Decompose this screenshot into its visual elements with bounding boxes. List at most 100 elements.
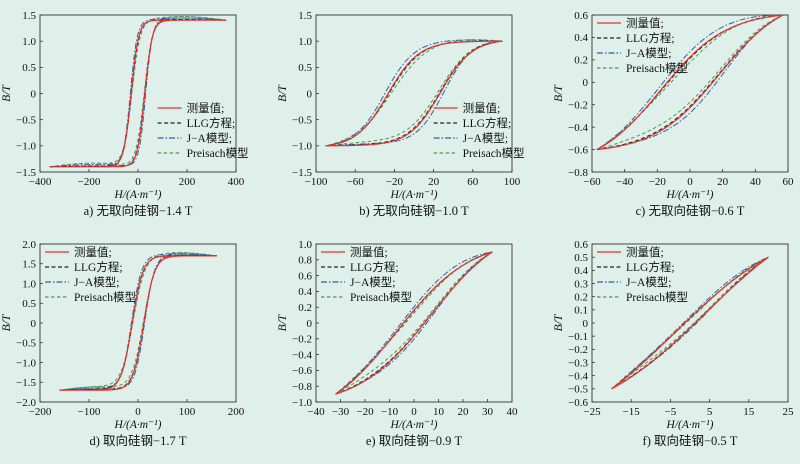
y-axis-label: B/T	[553, 313, 565, 331]
plot-frame	[591, 243, 789, 403]
series-line-measured	[49, 19, 227, 168]
legend-label: LLG方程;	[74, 260, 123, 274]
plot-frame	[315, 243, 513, 403]
legend-label: J−A模型;	[626, 46, 671, 60]
y-tick-label: 0.6	[298, 270, 312, 282]
chart-panel-a: −400 −200 0 200 400 −1.5 −1.0 −0.5 0 0.5 1.0 1.5 H/(…	[1, 10, 249, 218]
y-tick-label: −0.1	[568, 331, 588, 343]
x-tick-label: 15	[743, 406, 755, 418]
y-tick-label: 0.4	[574, 265, 588, 277]
y-tick-label: −0.6	[568, 397, 588, 409]
legend: 测量值;LLG方程;J−A模型;Preisach模型	[597, 246, 688, 304]
x-tick-label: −25	[583, 406, 601, 418]
x-tick-label: −20	[649, 176, 667, 188]
x-tick-label: −200	[29, 406, 52, 418]
x-tick-label: 200	[228, 406, 245, 418]
legend-label: LLG方程;	[350, 260, 399, 274]
y-tick-label: 1.5	[22, 10, 36, 22]
x-axis-label: H/(A·m⁻¹)	[114, 189, 162, 201]
chart-panel-f: −25 −15 −5 5 15 25−0.6−0.5−0.4−0.3−0.2−0.100.…	[553, 239, 794, 448]
y-tick-label: −2.0	[16, 397, 36, 409]
y-tick-label: 1.0	[22, 36, 36, 48]
y-tick-label: −0.5	[568, 384, 588, 396]
y-tick-label: 2.0	[22, 239, 36, 251]
y-tick-label: −1.0	[16, 141, 36, 153]
x-axis-label: H/(A·m⁻¹)	[390, 419, 438, 431]
legend-label: LLG方程;	[463, 116, 512, 130]
y-axis-label: B/T	[1, 84, 13, 102]
loop-group	[611, 256, 769, 390]
legend-label: Preisach模型	[350, 290, 412, 304]
y-tick-label: −0.4	[568, 370, 588, 382]
legend-label: 测量值;	[350, 246, 388, 259]
y-tick-label: −1.5	[292, 167, 312, 179]
panel-caption: a) 无取向硅钢−1.4 T	[84, 203, 193, 218]
legend: 测量值;LLG方程;J−A模型;Preisach模型	[321, 246, 412, 304]
plot-frame	[591, 14, 789, 173]
y-tick-label: 1.5	[298, 10, 312, 22]
series-line-ja	[59, 253, 217, 391]
y-axis-label: B/T	[277, 84, 289, 102]
series-line-measured	[335, 251, 493, 395]
legend-label: 测量值;	[74, 246, 112, 259]
x-tick-label: 60	[783, 176, 795, 188]
loop-group	[596, 15, 784, 151]
y-tick-label: −1.5	[16, 167, 36, 179]
y-tick-label: −0.2	[292, 334, 312, 346]
series-line-measured	[596, 15, 784, 151]
y-tick-label: 0.5	[298, 62, 312, 74]
legend-label: Preisach模型	[626, 61, 688, 75]
legend-label: Preisach模型	[187, 146, 249, 160]
y-tick-label: 1.0	[298, 239, 312, 251]
x-tick-label: 40	[750, 176, 762, 188]
y-tick-label: 0.2	[574, 55, 588, 67]
x-tick-label: −40	[307, 406, 325, 418]
x-tick-label: 20	[458, 406, 470, 418]
x-tick-label: −20	[356, 406, 374, 418]
x-tick-label: 40	[507, 406, 519, 418]
x-axis-label: H/(A·m⁻¹)	[666, 419, 714, 431]
panel-caption: e) 取向硅钢−0.9 T	[366, 433, 463, 448]
legend: 测量值;LLG方程;J−A模型;Preisach模型	[157, 102, 249, 160]
legend: 测量值;LLG方程;J−A模型;Preisach模型	[45, 246, 136, 304]
y-tick-label: −1.0	[16, 357, 36, 369]
x-tick-label: 400	[228, 176, 245, 188]
x-axis-label: H/(A·m⁻¹)	[390, 189, 438, 201]
y-tick-label: 0.8	[298, 255, 312, 267]
x-tick-label: −100	[305, 176, 328, 188]
plot-frame	[39, 243, 237, 403]
legend-label: LLG方程;	[187, 116, 236, 130]
y-tick-label: −0.5	[16, 114, 36, 126]
panel-caption: c) 无取向硅钢−0.6 T	[636, 203, 745, 218]
y-tick-label: 0.6	[574, 239, 588, 251]
y-tick-label: −0.8	[568, 167, 588, 179]
y-tick-label: 0.1	[574, 305, 588, 317]
series-line-llg	[59, 254, 217, 391]
series-line-measured	[59, 255, 217, 391]
y-tick-label: −1.0	[292, 397, 312, 409]
loop-group	[49, 16, 227, 168]
x-tick-label: 25	[783, 406, 795, 418]
x-tick-label: 20	[717, 176, 729, 188]
series-line-llg	[325, 40, 503, 147]
series-line-preisach	[596, 15, 784, 151]
panel-caption: b) 无取向硅钢−1.0 T	[359, 203, 469, 218]
legend-label: 测量值;	[187, 102, 225, 115]
x-tick-label: −60	[583, 176, 601, 188]
x-tick-label: 30	[482, 406, 494, 418]
y-tick-label: 0	[31, 318, 37, 330]
x-tick-label: −400	[29, 176, 52, 188]
series-line-llg	[596, 15, 784, 151]
legend-label: J−A模型;	[463, 131, 508, 145]
x-tick-label: −20	[386, 176, 404, 188]
y-tick-label: 0.2	[574, 291, 588, 303]
legend-label: LLG方程;	[626, 31, 675, 45]
x-tick-label: −15	[623, 406, 641, 418]
legend-label: J−A模型;	[626, 275, 671, 289]
y-tick-label: 0.2	[298, 302, 312, 314]
legend-label: LLG方程;	[626, 260, 675, 274]
chart-panel-e: −40 −30 −20 −10 0 10 20 30 40 −1.0 −0.8 −0.6 −0.4 −0.…	[277, 239, 518, 448]
x-tick-label: 100	[504, 176, 521, 188]
legend-label: Preisach模型	[463, 146, 525, 160]
panel-caption: f) 取向硅钢−0.5 T	[643, 433, 738, 448]
